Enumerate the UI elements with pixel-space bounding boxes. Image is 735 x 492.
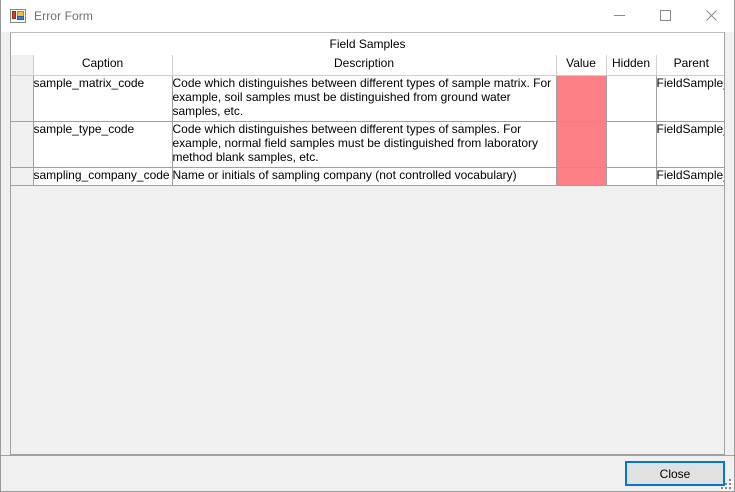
cell-hidden[interactable] xyxy=(606,121,657,168)
button-panel: Close xyxy=(1,455,734,491)
cell-value[interactable] xyxy=(556,167,607,186)
row-selector[interactable] xyxy=(11,75,34,122)
table-row[interactable]: sampling_company_code Name or initials o… xyxy=(11,167,724,186)
close-button[interactable]: Close xyxy=(625,461,725,486)
grid-panel: Field Samples Caption Description Value … xyxy=(10,32,725,455)
cell-hidden[interactable] xyxy=(606,167,657,186)
column-header-description[interactable]: Description xyxy=(172,55,557,76)
cell-parent[interactable]: FieldSample_v1 xyxy=(656,121,724,168)
form-icon xyxy=(10,8,26,24)
caption-button-group xyxy=(596,0,734,31)
column-header-hidden[interactable]: Hidden xyxy=(606,55,657,76)
minimize-button[interactable] xyxy=(596,0,642,31)
cell-hidden[interactable] xyxy=(606,75,657,122)
row-header-corner xyxy=(11,55,34,76)
field-samples-table: Caption Description Value Hidden Parent … xyxy=(11,55,724,186)
cell-value[interactable] xyxy=(556,121,607,168)
column-header-value[interactable]: Value xyxy=(556,55,607,76)
table-row[interactable]: sample_type_code Code which distinguishe… xyxy=(11,121,724,168)
cell-value[interactable] xyxy=(556,75,607,122)
cell-parent[interactable]: FieldSample_v1 xyxy=(656,75,724,122)
cell-caption[interactable]: sampling_company_code xyxy=(33,167,173,186)
cell-caption[interactable]: sample_matrix_code xyxy=(33,75,173,122)
maximize-button[interactable] xyxy=(642,0,688,31)
resize-grip[interactable] xyxy=(717,475,733,491)
cell-caption[interactable]: sample_type_code xyxy=(33,121,173,168)
row-selector[interactable] xyxy=(11,121,34,168)
column-header-parent[interactable]: Parent xyxy=(656,55,724,76)
close-window-button[interactable] xyxy=(688,0,734,31)
window-title: Error Form xyxy=(34,8,93,23)
grid-title: Field Samples xyxy=(11,33,724,55)
cell-description[interactable]: Name or initials of sampling company (no… xyxy=(172,167,557,186)
table-row[interactable]: sample_matrix_code Code which distinguis… xyxy=(11,75,724,122)
column-header-caption[interactable]: Caption xyxy=(33,55,173,76)
cell-parent[interactable]: FieldSample_v1 xyxy=(656,167,724,186)
cell-description[interactable]: Code which distinguishes between differe… xyxy=(172,75,557,122)
title-bar[interactable]: Error Form xyxy=(1,0,734,32)
row-selector[interactable] xyxy=(11,167,34,186)
table-header-row: Caption Description Value Hidden Parent xyxy=(11,55,724,76)
cell-description[interactable]: Code which distinguishes between differe… xyxy=(172,121,557,168)
